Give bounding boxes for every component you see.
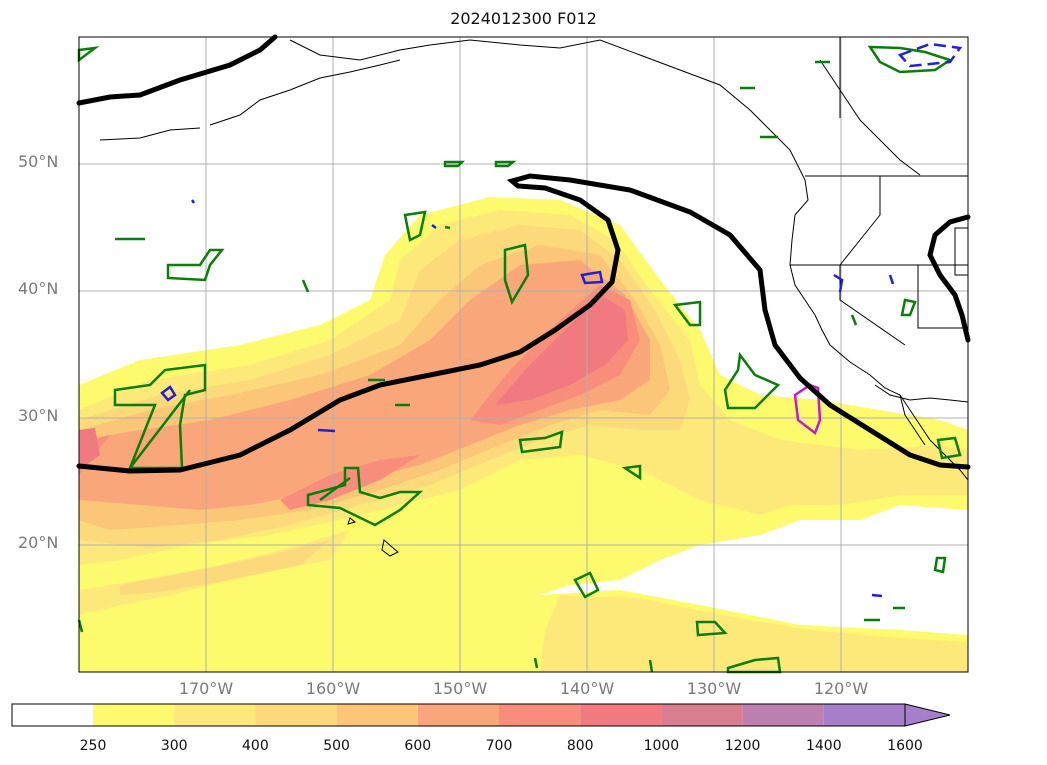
lat-label-30n: 30°N xyxy=(18,406,59,425)
lat-label-40n: 40°N xyxy=(18,279,59,298)
lat-label-50n: 50°N xyxy=(18,152,59,171)
coastlines xyxy=(99,37,969,557)
lon-label-160w: 160°W xyxy=(305,679,361,698)
colorbar-tick-label: 800 xyxy=(566,738,594,754)
map-gridlines xyxy=(79,37,968,672)
colorbar-outline xyxy=(11,703,906,727)
colorbar-segment xyxy=(580,704,662,726)
ivt-800-band xyxy=(79,428,100,470)
colorbar-tick-label: 1400 xyxy=(805,738,842,754)
colorbar-tick-label: 500 xyxy=(323,738,350,754)
colorbar-segment xyxy=(93,704,175,726)
colorbar-segment xyxy=(336,704,418,726)
colorbar-segment xyxy=(417,704,499,726)
colorbar-tick-label: 700 xyxy=(485,738,513,754)
lon-label-170w: 170°W xyxy=(178,679,234,698)
colorbar-tick-label: 1200 xyxy=(724,738,761,754)
colorbar-segment xyxy=(823,704,905,726)
lat-label-20n: 20°N xyxy=(18,533,59,552)
lon-label-130w: 130°W xyxy=(686,679,742,698)
colorbar-tick-label: 1000 xyxy=(643,738,680,754)
colorbar-segment xyxy=(12,704,93,726)
lon-label-120w: 120°W xyxy=(813,679,869,698)
lon-label-150w: 150°W xyxy=(432,679,488,698)
blue-contours xyxy=(160,42,963,598)
colorbar-tick-label: 300 xyxy=(160,738,188,754)
ivt-600-band xyxy=(79,260,650,510)
colorbar-segment xyxy=(174,704,256,726)
colorbar-tick-label: 250 xyxy=(79,738,107,754)
colorbar-segment xyxy=(499,704,581,726)
colorbar xyxy=(11,703,951,727)
colorbar-tick-label: 600 xyxy=(404,738,432,754)
colorbar-segment xyxy=(661,704,743,726)
lon-label-140w: 140°W xyxy=(559,679,615,698)
black-contours xyxy=(76,34,971,474)
colorbar-segment xyxy=(742,704,824,726)
green-contours xyxy=(77,45,962,674)
colorbar-tick-label: 400 xyxy=(242,738,269,754)
colorbar-extend-arrow xyxy=(904,703,951,727)
colorbar-segment xyxy=(255,704,337,726)
chart-title: 2024012300 F012 xyxy=(450,9,597,28)
ivt-shading xyxy=(79,197,968,672)
colorbar-tick-label: 1600 xyxy=(887,738,923,754)
map-frame xyxy=(78,36,969,673)
